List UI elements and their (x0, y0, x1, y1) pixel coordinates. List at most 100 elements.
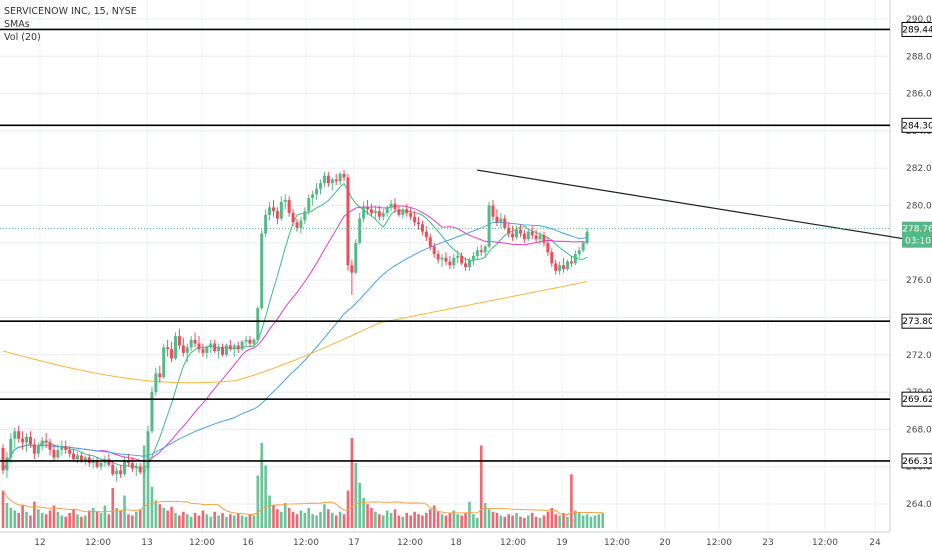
volume-bar (123, 495, 126, 528)
candle-body (562, 265, 566, 269)
volume-bar (526, 515, 530, 528)
candle-body (319, 183, 323, 189)
volume-bar (307, 508, 311, 528)
candle-body (150, 392, 154, 432)
volume-bar (378, 514, 381, 528)
candle-body (111, 464, 115, 475)
volume-bar (76, 514, 79, 528)
candle-body (444, 257, 448, 262)
candle-body (48, 442, 52, 450)
candle-body (79, 455, 83, 462)
candle-body (44, 440, 48, 443)
volume-bar (131, 515, 134, 528)
candle-body (209, 343, 213, 348)
candle-body (185, 347, 189, 353)
trendline[interactable] (477, 169, 932, 268)
volume-bar (185, 514, 189, 528)
volume-bar (146, 468, 150, 528)
volume-bar (483, 503, 487, 528)
volume-bar (119, 510, 122, 528)
volume-bar (515, 513, 518, 528)
candle-body (201, 349, 205, 353)
candle-body (491, 205, 495, 217)
volume-bar (225, 516, 228, 528)
candle-body (511, 233, 515, 238)
volume-bar (56, 511, 60, 528)
candle-body (358, 218, 362, 243)
level-price-tag (901, 313, 932, 329)
volume-bar (60, 515, 64, 528)
volume-bar (217, 515, 220, 528)
volume-bar (280, 511, 283, 528)
volume-bar (354, 463, 358, 528)
volume-bar (511, 515, 514, 528)
level-price-label: 273.80 (902, 317, 932, 327)
candle-body (256, 308, 260, 340)
volume-bar (577, 513, 581, 528)
volume-bar (338, 511, 342, 528)
volume-bar (213, 511, 216, 528)
candle-body (534, 235, 538, 240)
volume-bar (323, 504, 326, 528)
candle-body (424, 231, 428, 238)
volume-bar (170, 506, 173, 528)
candle-body (64, 446, 68, 450)
volume-bar (334, 515, 338, 528)
time-tick-label: 19 (556, 538, 568, 548)
candle-body (244, 339, 248, 342)
volume-bar (256, 475, 260, 528)
volume-bar (248, 514, 252, 528)
candle-body (330, 179, 334, 184)
volume-bar (311, 514, 314, 528)
volume-bar (574, 510, 577, 528)
volume-bar (444, 515, 448, 528)
volume-bar (232, 515, 236, 528)
time-tick-label: 24 (869, 538, 881, 548)
level-price-label: 269.62 (902, 395, 932, 405)
time-tick-label: 12:00 (85, 538, 111, 548)
price-tick-label: 290.00 (906, 15, 932, 25)
volume-bar (236, 513, 240, 528)
symbol-title: SERVICENOW INC, 15, NYSE (4, 6, 137, 17)
volume-bar (315, 515, 318, 528)
candle-body (573, 254, 577, 264)
volume-bar (174, 513, 177, 528)
candle-body (460, 255, 464, 264)
volume-bar (464, 513, 467, 528)
volume-bar (44, 514, 48, 528)
candle-body (181, 345, 185, 353)
candle-body (91, 461, 95, 463)
candle-body (366, 207, 370, 210)
candle-body (522, 233, 526, 240)
volume-bar (115, 508, 118, 528)
volume-bar (491, 511, 495, 528)
volume-bar (154, 500, 158, 528)
candle-body (471, 255, 475, 260)
candle-body (440, 257, 444, 260)
level-price-tag (901, 391, 932, 407)
volume-bar (134, 511, 138, 528)
volume-bar (52, 505, 56, 528)
volume-bar (534, 516, 538, 528)
candle-body (130, 462, 134, 469)
volume-bar (472, 514, 475, 528)
candle-body (542, 235, 546, 243)
volume-bar (542, 515, 546, 528)
volume-ma-line (2, 490, 603, 516)
volume-bar (9, 508, 13, 528)
chart-legend: SERVICENOW INC, 15, NYSE SMAs Vol (20) (4, 5, 137, 44)
candle-body (413, 216, 417, 223)
volume-bar (405, 513, 409, 528)
candle-body (487, 205, 491, 247)
candle-body (189, 339, 193, 348)
volume-bar (87, 510, 91, 528)
candle-body (456, 255, 460, 258)
volume-bar (229, 514, 232, 528)
candle-body (538, 235, 542, 240)
candle-body (483, 246, 487, 253)
candle-body (95, 461, 99, 467)
volume-bar (597, 514, 601, 528)
candle-body (28, 436, 32, 445)
